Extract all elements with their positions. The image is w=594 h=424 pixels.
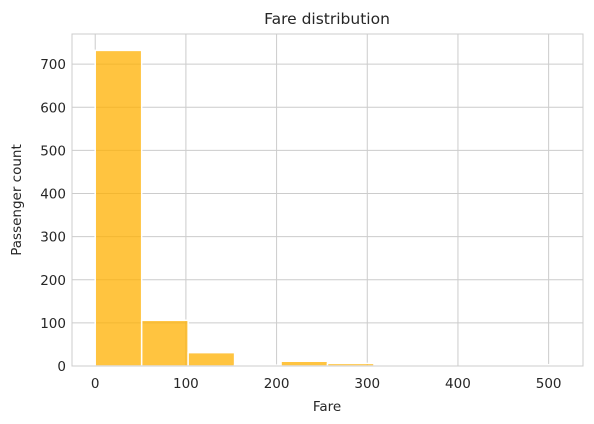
x-tick-label: 100 (173, 376, 199, 392)
y-tick-label: 100 (40, 316, 66, 332)
grid-layer (72, 34, 583, 367)
y-tick-label: 200 (40, 273, 66, 289)
x-tick-label: 400 (445, 376, 471, 392)
y-tick-labels: 0 100 200 300 400 500 600 700 (40, 57, 66, 375)
x-tick-label: 0 (91, 376, 100, 392)
x-tick-labels: 0 100 200 300 400 500 (91, 376, 562, 392)
histogram-bar (187, 351, 236, 367)
histogram-bar (280, 360, 329, 367)
y-tick-label: 600 (40, 100, 66, 116)
x-tick-label: 200 (264, 376, 290, 392)
x-tick-label: 300 (354, 376, 380, 392)
chart-title: Fare distribution (264, 10, 390, 28)
y-tick-label: 500 (40, 143, 66, 159)
y-axis-label: Passenger count (9, 144, 25, 256)
x-axis-label: Fare (313, 399, 341, 415)
plot-frame (71, 33, 584, 367)
bars-layer (94, 49, 561, 367)
y-tick-label: 300 (40, 230, 66, 246)
y-tick-label: 700 (40, 57, 66, 73)
x-tick-label: 500 (536, 376, 562, 392)
histogram-bar (94, 49, 143, 367)
y-tick-label: 0 (57, 359, 66, 375)
y-tick-label: 400 (40, 187, 66, 203)
histogram-bar (140, 319, 189, 367)
